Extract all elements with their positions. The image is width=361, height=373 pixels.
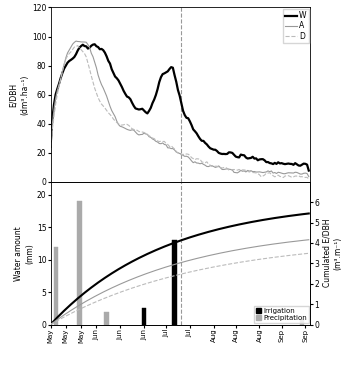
A <box>164 142 168 147</box>
D <box>65 54 70 58</box>
Line: W: W <box>51 44 309 170</box>
Line: D: D <box>51 46 309 179</box>
Line: A: A <box>51 41 309 176</box>
Bar <box>104 311 109 325</box>
A <box>65 51 70 55</box>
W <box>65 60 70 65</box>
D <box>306 177 311 181</box>
W <box>92 42 97 47</box>
Bar <box>77 201 82 325</box>
Bar <box>142 308 146 325</box>
W <box>82 44 87 48</box>
Y-axis label: E/DBH
(dm³.ha⁻¹): E/DBH (dm³.ha⁻¹) <box>9 75 29 115</box>
D <box>264 171 269 175</box>
W <box>232 153 236 157</box>
Bar <box>300 319 304 325</box>
W <box>305 162 309 167</box>
A <box>264 170 269 174</box>
W <box>264 160 269 164</box>
W <box>48 144 53 149</box>
D <box>48 150 53 155</box>
D <box>305 175 309 179</box>
W <box>306 168 311 173</box>
A <box>48 147 53 151</box>
A <box>84 40 88 44</box>
D <box>164 141 168 146</box>
A <box>305 171 309 176</box>
W <box>164 70 168 75</box>
D <box>75 43 80 48</box>
A <box>232 170 236 175</box>
D <box>232 167 236 172</box>
Bar <box>173 240 177 325</box>
Y-axis label: Cumulated E/DBH
(m³.m⁻¹): Cumulated E/DBH (m³.m⁻¹) <box>322 219 342 288</box>
D <box>84 54 88 59</box>
Y-axis label: Water amount
(mm): Water amount (mm) <box>14 226 34 280</box>
A <box>306 174 311 179</box>
A <box>74 39 78 43</box>
Bar <box>53 247 58 325</box>
Legend: Irrigation, Precipitation: Irrigation, Precipitation <box>253 306 309 323</box>
Legend: W, A, D: W, A, D <box>283 9 309 43</box>
